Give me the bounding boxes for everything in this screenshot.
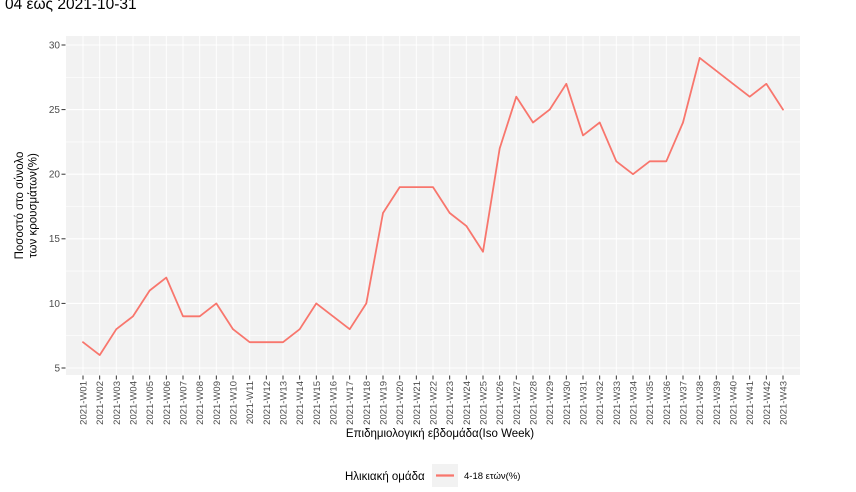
x-tick-label: 2021-W43 bbox=[779, 381, 790, 425]
x-tick-label: 2021-W37 bbox=[679, 381, 690, 425]
legend-series-label: 4-18 ετών(%) bbox=[464, 471, 520, 482]
x-tick-label: 2021-W38 bbox=[695, 381, 706, 425]
y-tick-label: 30 bbox=[49, 40, 61, 51]
x-tick-label: 2021-W05 bbox=[145, 381, 156, 425]
x-tick-label: 2021-W36 bbox=[662, 381, 673, 425]
x-tick-label: 2021-W12 bbox=[262, 381, 273, 425]
x-axis-title: Επιδημιολογική εβδομάδα(Iso Week) bbox=[346, 428, 534, 440]
x-tick-label: 2021-W04 bbox=[129, 381, 140, 425]
x-tick-label: 2021-W27 bbox=[512, 381, 523, 425]
x-tick-label: 2021-W41 bbox=[745, 381, 756, 425]
x-tick-label: 2021-W34 bbox=[629, 381, 640, 425]
x-tick-label: 2021-W25 bbox=[479, 381, 490, 425]
x-tick-label: 2021-W17 bbox=[345, 381, 356, 425]
x-tick-label: 2021-W13 bbox=[279, 381, 290, 425]
x-tick-label: 2021-W39 bbox=[712, 381, 723, 425]
x-tick-label: 2021-W28 bbox=[529, 381, 540, 425]
y-axis-title-line1: Ποσοστό στο σύνολο bbox=[14, 152, 26, 260]
x-tick-label: 2021-W32 bbox=[595, 381, 606, 425]
data-line-4-18 ετών(%) bbox=[82, 57, 784, 357]
y-tick-label: 20 bbox=[49, 170, 61, 181]
x-tick-label: 2021-W23 bbox=[445, 381, 456, 425]
x-tick-label: 2021-W21 bbox=[412, 381, 423, 425]
x-tick-label: 2021-W15 bbox=[312, 381, 323, 425]
x-tick-label: 2021-W24 bbox=[462, 381, 473, 425]
x-tick-label: 2021-W08 bbox=[195, 381, 206, 425]
x-tick-label: 2021-W18 bbox=[362, 381, 373, 425]
x-tick-label: 2021-W31 bbox=[579, 381, 590, 425]
x-tick-label: 2021-W03 bbox=[112, 381, 123, 425]
x-tick-label: 2021-W33 bbox=[612, 381, 623, 425]
y-axis-title-line2: των κρουσμάτων(%) bbox=[28, 153, 40, 258]
x-tick-label: 2021-W20 bbox=[395, 381, 406, 425]
y-tick-label: 5 bbox=[54, 363, 60, 374]
legend-title: Ηλικιακή ομάδα bbox=[345, 471, 425, 483]
x-tick-label: 2021-W10 bbox=[229, 381, 240, 425]
x-tick-label: 2021-W29 bbox=[545, 381, 556, 425]
x-tick-label: 2021-W06 bbox=[162, 381, 173, 425]
x-tick-label: 2021-W19 bbox=[379, 381, 390, 425]
y-tick-label: 25 bbox=[49, 105, 61, 116]
x-tick-label: 2021-W35 bbox=[645, 381, 656, 425]
y-tick-label: 15 bbox=[49, 234, 61, 245]
x-tick-label: 2021-W01 bbox=[79, 381, 90, 425]
x-tick-label: 2021-W09 bbox=[212, 381, 223, 425]
x-tick-label: 2021-W02 bbox=[95, 381, 106, 425]
x-tick-label: 2021-W26 bbox=[495, 381, 506, 425]
x-tick-label: 2021-W40 bbox=[729, 381, 740, 425]
x-tick-label: 2021-W11 bbox=[245, 381, 256, 424]
x-tick-label: 2021-W22 bbox=[429, 381, 440, 425]
x-tick-label: 2021-W07 bbox=[179, 381, 190, 425]
x-tick-label: 2021-W42 bbox=[762, 381, 773, 425]
chart-title: 04 έως 2021-10-31 bbox=[5, 0, 137, 13]
x-tick-label: 2021-W14 bbox=[295, 381, 306, 425]
y-tick-label: 10 bbox=[49, 299, 61, 310]
x-tick-label: 2021-W30 bbox=[562, 381, 573, 425]
x-tick-label: 2021-W16 bbox=[329, 381, 340, 425]
